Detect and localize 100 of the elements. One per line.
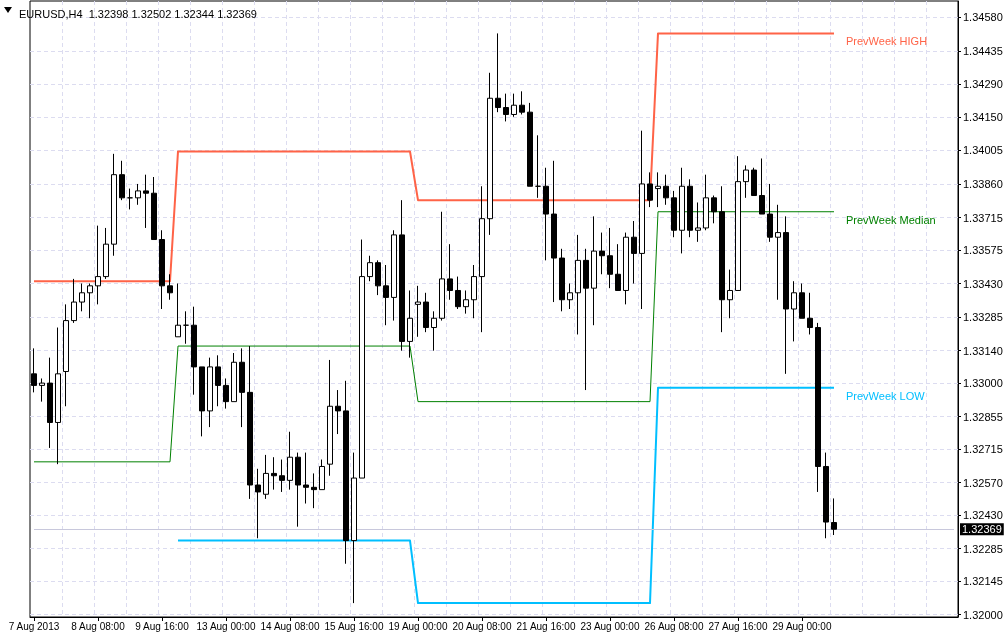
- y-tick-label: 1.33285: [963, 311, 1003, 324]
- candlestick: [39, 377, 45, 403]
- y-tick-label: 1.33860: [963, 177, 1003, 190]
- candlestick: [167, 273, 173, 301]
- candlestick: [287, 431, 293, 491]
- candlestick: [175, 283, 181, 338]
- y-tick-label: 1.32715: [963, 443, 1003, 456]
- candlestick: [711, 195, 717, 224]
- candlestick: [375, 259, 381, 296]
- candlestick: [303, 452, 309, 505]
- candlestick: [183, 310, 189, 345]
- candlestick: [823, 452, 829, 539]
- candlestick: [775, 204, 781, 301]
- candlestick: [727, 269, 733, 319]
- candlestick: [87, 283, 93, 319]
- candlestick: [487, 72, 493, 236]
- x-tick-label: 14 Aug 08:00: [260, 620, 320, 632]
- candlestick: [47, 357, 53, 449]
- candlestick: [583, 248, 589, 391]
- y-tick-label: 1.33575: [963, 243, 1003, 256]
- y-tick-label: 1.33430: [963, 277, 1003, 290]
- candlestick: [543, 167, 549, 261]
- candlestick: [127, 188, 133, 210]
- candlestick: [687, 178, 693, 238]
- x-tick-label: 20 Aug 08:00: [452, 620, 512, 632]
- candlestick: [575, 234, 581, 335]
- y-tick-label: 1.32145: [963, 575, 1003, 588]
- y-tick-label: 1.34150: [963, 110, 1003, 123]
- candlestick: [367, 255, 373, 282]
- candlestick: [599, 232, 605, 275]
- candlestick: [271, 456, 277, 491]
- candlestick: [719, 185, 725, 333]
- candlestick: [799, 283, 805, 319]
- y-tick-label: 1.34290: [963, 78, 1003, 91]
- candlestick: [223, 377, 229, 410]
- x-tick-label: 27 Aug 16:00: [708, 620, 768, 632]
- candlestick: [623, 232, 629, 305]
- candlestick: [511, 93, 517, 118]
- candlestick: [335, 389, 341, 435]
- candlestick: [383, 264, 389, 326]
- x-tick-label: 19 Aug 00:00: [388, 620, 448, 632]
- candlestick: [559, 248, 565, 312]
- candlestick: [439, 211, 445, 322]
- candlestick: [655, 171, 661, 208]
- candlestick: [671, 190, 677, 238]
- candlestick: [95, 225, 101, 305]
- candlestick: [63, 303, 69, 407]
- candlestick: [55, 327, 61, 465]
- candlestick: [247, 345, 253, 500]
- y-tick-label: 1.34580: [963, 11, 1003, 24]
- candlestick: [215, 354, 221, 407]
- candlestick: [735, 155, 741, 291]
- text: EURUSD,H4 1.32398 1.32502 1.32344 1.32369: [19, 7, 257, 20]
- x-tick-label: 9 Aug 16:00: [135, 620, 190, 632]
- candlestick: [607, 227, 613, 289]
- candlestick: [343, 380, 349, 565]
- candlestick: [703, 174, 709, 231]
- candlestick: [807, 292, 813, 335]
- candlestick: [391, 229, 397, 322]
- line-series: [33, 32, 835, 283]
- candlestick: [783, 215, 789, 375]
- candlestick: [255, 468, 261, 539]
- candlestick: [639, 130, 645, 310]
- y-tick-label: 1.34435: [963, 44, 1003, 57]
- candlestick: [695, 201, 701, 243]
- candlestick: [495, 32, 501, 113]
- candlestick: [767, 183, 773, 243]
- candlestick: [471, 264, 477, 319]
- y-tick-label: 1.32570: [963, 476, 1003, 489]
- candlestick: [207, 357, 213, 428]
- y-tick-label: 1.33000: [963, 377, 1003, 390]
- x-tick-label: 15 Aug 16:00: [324, 620, 384, 632]
- candlestick: [551, 160, 557, 303]
- candlestick: [503, 93, 509, 122]
- y-tick-label: 1.32430: [963, 509, 1003, 522]
- candlestick: [295, 452, 301, 528]
- candlestick: [79, 283, 85, 312]
- candlestick: [351, 452, 357, 604]
- candlestick: [759, 157, 765, 215]
- candlestick: [311, 472, 317, 509]
- candlestick: [663, 174, 669, 206]
- line-series: [33, 211, 835, 463]
- candlestick: [831, 497, 837, 536]
- series-label: PrevWeek HIGH: [846, 35, 928, 48]
- candlestick: [279, 459, 285, 493]
- candlestick: [743, 164, 749, 199]
- candlestick: [159, 229, 165, 310]
- x-tick-label: 21 Aug 16:00: [516, 620, 576, 632]
- y-tick-label: 1.34005: [963, 144, 1003, 157]
- ref-line-label: 1.32369: [962, 523, 1002, 536]
- candlestick: [199, 366, 205, 437]
- candlestick: [359, 239, 365, 479]
- candlestick: [447, 243, 453, 301]
- y-tick-label: 1.32000: [963, 608, 1003, 621]
- candlestick: [631, 220, 637, 285]
- candlestick: [71, 278, 77, 324]
- candlestick: [431, 310, 437, 352]
- x-tick-label: 26 Aug 08:00: [644, 620, 704, 632]
- candlestick: [231, 352, 237, 403]
- candlestick: [463, 289, 469, 315]
